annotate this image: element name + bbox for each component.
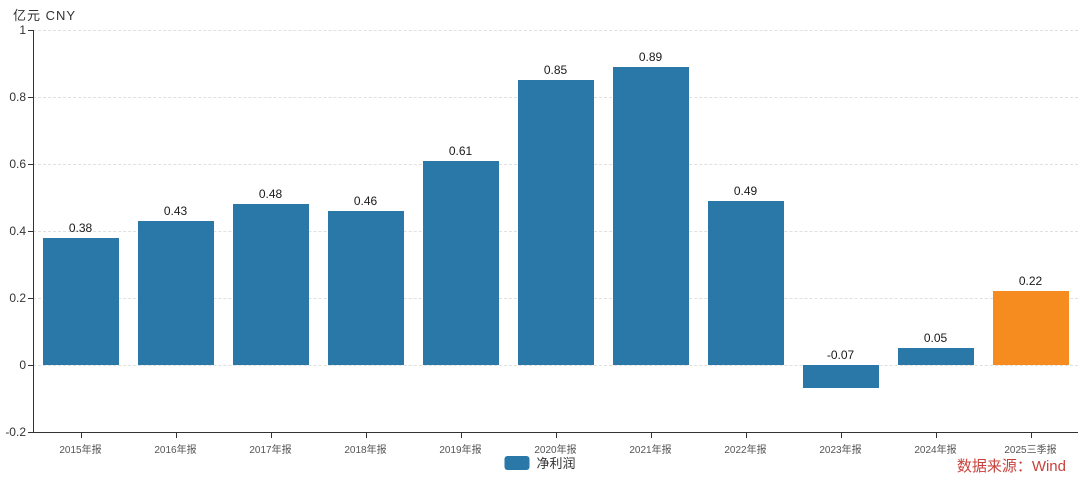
bar-value-label: 0.89 bbox=[638, 50, 663, 64]
y-axis-tick bbox=[28, 231, 33, 232]
x-axis-tick bbox=[650, 433, 652, 438]
x-tick-label: 2017年报 bbox=[249, 445, 292, 456]
x-axis-tick bbox=[935, 433, 937, 438]
bar-value-label: 0.85 bbox=[543, 63, 568, 77]
x-axis-tick bbox=[80, 433, 82, 438]
x-tick-label: 2020年报 bbox=[534, 445, 577, 456]
bar-value-label: 0.05 bbox=[923, 331, 948, 345]
x-axis-tick bbox=[840, 433, 842, 438]
bar[interactable] bbox=[613, 67, 689, 365]
bar-value-label: 0.49 bbox=[733, 184, 758, 198]
x-tick-label: 2019年报 bbox=[439, 445, 482, 456]
y-axis-tick bbox=[28, 164, 33, 165]
gridline bbox=[33, 365, 1078, 366]
x-axis-tick bbox=[1030, 433, 1032, 438]
bar[interactable] bbox=[423, 161, 499, 365]
x-tick-label: 2022年报 bbox=[724, 445, 767, 456]
gridline bbox=[33, 30, 1078, 31]
y-axis-unit-label: 亿元 CNY bbox=[13, 8, 77, 23]
x-tick-label: 2018年报 bbox=[344, 445, 387, 456]
y-tick-label: 0.4 bbox=[9, 224, 26, 238]
bar-value-label: 0.46 bbox=[353, 194, 378, 208]
bar-value-label: 0.22 bbox=[1018, 274, 1043, 288]
x-axis-tick bbox=[175, 433, 177, 438]
x-axis-tick bbox=[555, 433, 557, 438]
x-axis-line bbox=[33, 432, 1078, 433]
data-source-credit: 数据来源：Wind bbox=[956, 458, 1066, 475]
bar-value-label: 0.38 bbox=[68, 221, 93, 235]
y-axis-tick bbox=[28, 432, 33, 433]
x-axis-tick bbox=[270, 433, 272, 438]
bar[interactable] bbox=[233, 204, 309, 365]
bar-value-label: 0.48 bbox=[258, 187, 283, 201]
legend-swatch-icon bbox=[504, 455, 530, 470]
bar[interactable] bbox=[993, 291, 1069, 365]
y-axis-tick bbox=[28, 298, 33, 299]
bar[interactable] bbox=[328, 211, 404, 365]
y-axis-line bbox=[33, 30, 34, 433]
y-axis-tick bbox=[28, 97, 33, 98]
x-tick-label: 2023年报 bbox=[819, 445, 862, 456]
x-axis-tick bbox=[745, 433, 747, 438]
x-tick-label: 2015年报 bbox=[59, 445, 102, 456]
y-tick-label: 1 bbox=[19, 23, 26, 37]
x-tick-label: 2016年报 bbox=[154, 445, 197, 456]
y-tick-label: 0 bbox=[19, 358, 26, 372]
x-axis-tick bbox=[460, 433, 462, 438]
x-tick-label: 2021年报 bbox=[629, 445, 672, 456]
y-tick-label: 0.6 bbox=[9, 157, 26, 171]
bar[interactable] bbox=[803, 365, 879, 388]
bar[interactable] bbox=[708, 201, 784, 365]
y-axis-tick bbox=[28, 365, 33, 366]
y-tick-label: 0.8 bbox=[9, 90, 26, 104]
bar[interactable] bbox=[898, 348, 974, 365]
x-tick-label: 2025三季报 bbox=[1004, 445, 1057, 456]
bar-value-label: 0.61 bbox=[448, 144, 473, 158]
bar[interactable] bbox=[518, 80, 594, 365]
bar[interactable] bbox=[43, 238, 119, 365]
y-axis-tick bbox=[28, 30, 33, 31]
bar[interactable] bbox=[138, 221, 214, 365]
bar-value-label: -0.07 bbox=[826, 348, 855, 362]
bar-value-label: 0.43 bbox=[163, 204, 188, 218]
legend-item-net-profit[interactable]: 净利润 bbox=[504, 453, 576, 472]
x-tick-label: 2024年报 bbox=[914, 445, 957, 456]
x-axis-tick bbox=[365, 433, 367, 438]
y-tick-label: 0.2 bbox=[9, 291, 26, 305]
legend-label: 净利润 bbox=[536, 456, 576, 471]
y-tick-label: -0.2 bbox=[5, 425, 26, 439]
